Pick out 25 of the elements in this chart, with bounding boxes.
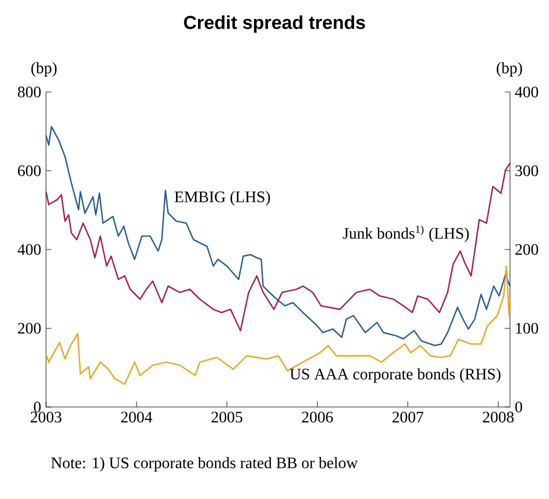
x-tick-label: 2005 (212, 412, 242, 422)
text: Note: 1) US corporate bonds rated BB or below (51, 457, 358, 472)
y-tick-label: 0 (34, 402, 41, 412)
x-tick-label: 2006 (302, 412, 333, 422)
y-tick-label: 800 (18, 86, 41, 98)
x-tick-label: 2003 (30, 412, 62, 422)
line-series (45, 126, 511, 346)
y-tick-label: 200 (18, 322, 41, 334)
y2-tick-label: 100 (516, 322, 538, 334)
x-tick-label: 2008 (482, 412, 514, 422)
y-axis-title: (bp) (31, 62, 57, 77)
chart-title: Credit spread trends (184, 15, 365, 33)
y2-axis-title: (bp) (496, 62, 522, 77)
line-series (45, 162, 511, 332)
y2-tick-label: 400 (515, 86, 538, 98)
y-tick-label: 600 (18, 165, 41, 176)
y2-tick-label: 300 (515, 165, 538, 176)
y-tick-label: 400 (18, 244, 41, 255)
series-label: US AAA corporate bonds (RHS) (290, 368, 500, 383)
series-label: EMBIG (LHS) (174, 191, 270, 206)
y2-tick-label: 0 (515, 402, 522, 412)
x-tick-label: 2007 (392, 412, 424, 422)
y2-tick-label: 200 (515, 244, 538, 255)
series-label: Junk bonds$^{1)}$ (LHS) (342, 225, 469, 242)
x-tick-label: 2004 (121, 412, 152, 422)
